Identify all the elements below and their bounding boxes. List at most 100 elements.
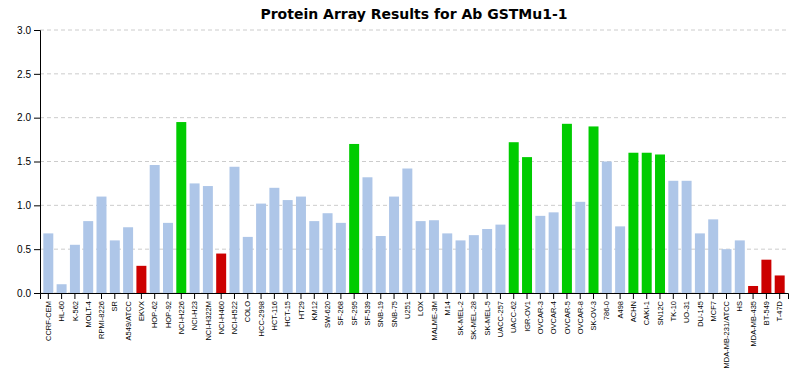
tick-mark <box>74 293 75 299</box>
tick-label: SF-539 <box>363 301 372 326</box>
tick: 2.5 <box>17 69 40 80</box>
bar <box>336 223 346 293</box>
tick-label: 0.0 <box>17 288 31 299</box>
tick: SF-268 <box>336 293 345 326</box>
tick-mark <box>673 293 674 299</box>
tick: HS <box>735 293 744 311</box>
tick-mark <box>553 293 554 299</box>
bar <box>429 220 439 293</box>
bar <box>309 221 319 293</box>
tick-mark <box>128 293 129 299</box>
tick-label: HT29 <box>297 301 306 319</box>
x-axis: CCRF-CEMHL-60K-562MOLT-4RPMI-8226SRA549/… <box>41 293 789 368</box>
bar <box>362 177 372 293</box>
tick: BT-549 <box>762 293 771 325</box>
tick: HT29 <box>297 293 306 319</box>
tick-mark <box>779 293 780 299</box>
bar <box>176 122 186 293</box>
bar <box>190 183 200 293</box>
bar <box>256 204 266 293</box>
tick-mark <box>101 293 102 299</box>
tick: SN12C <box>656 293 665 325</box>
tick-label: COLO <box>243 301 252 322</box>
tick: OVCAR-5 <box>563 293 572 334</box>
tick: KM12 <box>310 293 319 321</box>
tick: A498 <box>616 293 625 319</box>
tick-label: 1.5 <box>17 156 31 167</box>
tick-label: MDA-MB-231/ATCC <box>722 300 731 368</box>
tick: MDA-MB-231/ATCC <box>722 293 731 368</box>
tick: NCI-H322M <box>204 293 213 341</box>
tick: A549/ATCC <box>124 293 133 340</box>
tick: TK-10 <box>669 293 678 321</box>
tick-label: CAKI-1 <box>642 301 651 325</box>
bar <box>562 124 572 293</box>
grid-line <box>40 161 788 162</box>
tick: 0.0 <box>17 288 40 299</box>
tick: IGR-OV1 <box>523 293 532 332</box>
tick-label: NCI-H23 <box>190 301 199 330</box>
tick-mark <box>487 293 488 299</box>
bar <box>482 229 492 293</box>
tick-mark <box>34 118 40 119</box>
tick-mark <box>114 293 115 299</box>
tick-label: HOP-62 <box>150 301 159 328</box>
bar <box>296 197 306 293</box>
tick-mark <box>367 293 368 299</box>
tick-mark <box>34 249 40 250</box>
tick: 786-0 <box>602 293 611 320</box>
plot: 0.00.51.01.52.02.53.0CCRF-CEMHL-60K-562M… <box>17 25 788 369</box>
tick-label: SNB-75 <box>390 301 399 327</box>
tick-label: LOX <box>416 301 425 316</box>
tick-mark <box>460 293 461 299</box>
tick-label: SK-MEL-28 <box>469 301 478 340</box>
tick-label: OVCAR-3 <box>536 301 545 334</box>
bar <box>243 237 253 293</box>
tick-label: MDA-MB-435 <box>749 301 758 346</box>
tick-label: DU-145 <box>696 301 705 327</box>
tick: NCI-H23 <box>190 293 199 330</box>
bar <box>283 200 293 293</box>
tick-label: SK-MEL-2 <box>456 301 465 336</box>
tick-mark <box>48 293 49 299</box>
tick-mark <box>34 30 40 31</box>
tick-mark <box>34 205 40 206</box>
bar <box>509 142 519 293</box>
tick: 2.0 <box>17 112 40 123</box>
bar <box>549 212 559 293</box>
axis-line <box>34 31 41 294</box>
tick-mark <box>753 293 754 299</box>
tick-label: SR <box>110 300 119 311</box>
bars <box>43 122 784 293</box>
bar <box>775 275 785 293</box>
tick: T-47D <box>775 293 784 321</box>
bar <box>416 221 426 293</box>
tick: MALME-3M <box>430 293 439 341</box>
tick-label: MALME-3M <box>430 301 439 341</box>
tick-label: OVCAR-4 <box>549 301 558 334</box>
bar <box>70 245 80 293</box>
bar <box>682 181 692 293</box>
bar <box>655 154 665 293</box>
grid-line <box>40 117 788 118</box>
tick: OVCAR-3 <box>536 293 545 334</box>
tick: SNB-75 <box>390 293 399 327</box>
bar <box>575 202 585 293</box>
tick-label: NCI-H522 <box>230 301 239 334</box>
tick-mark <box>620 293 621 299</box>
tick: DU-145 <box>696 293 705 327</box>
bar <box>589 126 599 293</box>
tick-mark <box>88 293 89 299</box>
tick: 1.5 <box>17 156 40 167</box>
tick-mark <box>34 74 40 75</box>
tick-label: BT-549 <box>762 301 771 325</box>
bar <box>615 226 625 293</box>
tick-label: 0.5 <box>17 244 31 255</box>
tick-mark <box>287 293 288 299</box>
bar <box>216 254 226 293</box>
tick-mark <box>540 293 541 299</box>
tick-label: SF-268 <box>336 301 345 326</box>
tick-mark <box>713 293 714 299</box>
tick-mark <box>154 293 155 299</box>
tick: NCI-H522 <box>230 293 239 334</box>
